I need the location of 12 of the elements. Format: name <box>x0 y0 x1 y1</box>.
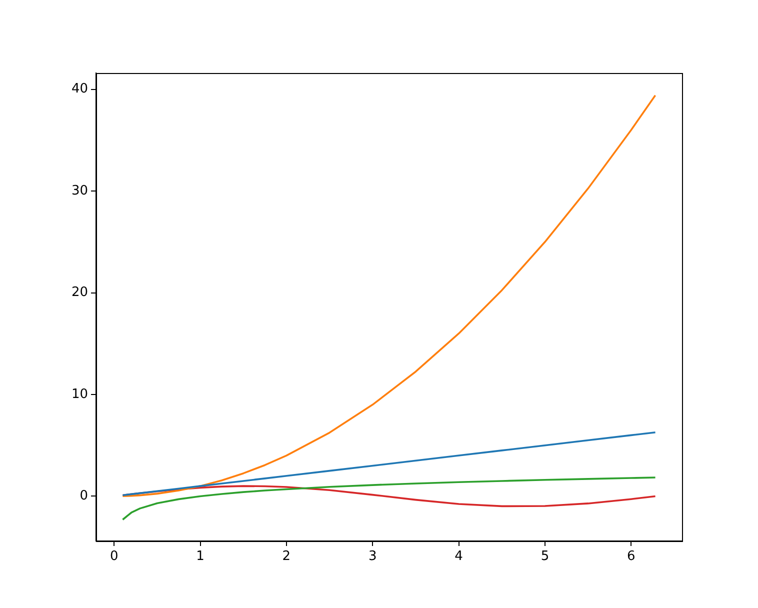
x-tick-label: 6 <box>627 549 636 564</box>
x-tick-label: 4 <box>454 549 463 564</box>
y-tick-label: 20 <box>71 285 88 300</box>
y-tick-label: 30 <box>71 183 88 198</box>
y-tick-label: 40 <box>71 82 88 97</box>
x-tick-label: 3 <box>368 549 377 564</box>
y-tick-label: 0 <box>80 488 88 504</box>
x-tick-label: 2 <box>282 549 291 564</box>
x-tick-label: 0 <box>110 549 118 564</box>
y-tick-label: 10 <box>71 386 88 402</box>
x-tick-label: 1 <box>196 549 204 564</box>
x-tick-label: 5 <box>540 549 550 564</box>
